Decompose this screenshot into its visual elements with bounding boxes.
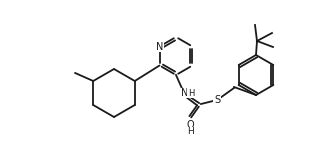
Text: N: N	[181, 88, 189, 98]
Text: H: H	[187, 127, 193, 136]
Text: N: N	[156, 42, 163, 51]
Text: O: O	[186, 120, 194, 130]
Text: S: S	[214, 95, 220, 105]
Text: H: H	[188, 88, 194, 97]
